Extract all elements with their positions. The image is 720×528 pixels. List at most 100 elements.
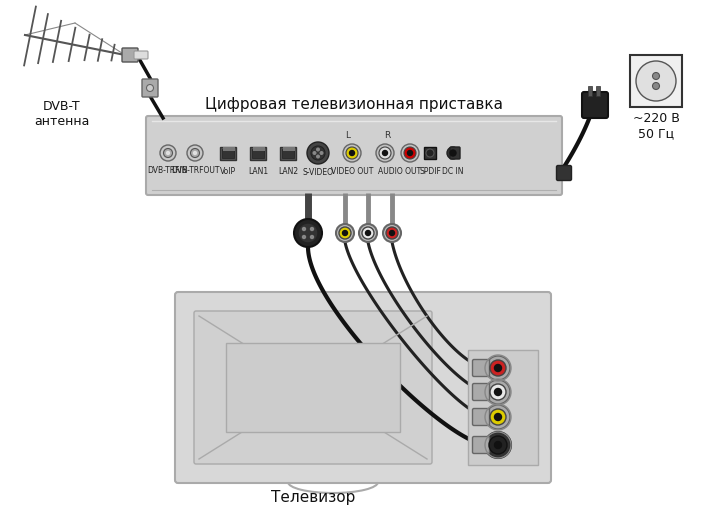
Circle shape [485,432,511,458]
FancyBboxPatch shape [122,48,138,62]
Circle shape [450,150,456,156]
FancyBboxPatch shape [142,79,158,97]
Circle shape [486,433,510,457]
Bar [292,146,294,150]
FancyBboxPatch shape [472,437,490,454]
Circle shape [313,152,316,154]
Bar [630,55,682,107]
Circle shape [447,147,459,159]
Text: Телевизор: Телевизор [271,490,355,505]
Bar [223,146,225,150]
Circle shape [636,61,676,101]
Bar [259,146,261,150]
Circle shape [298,223,318,243]
Circle shape [390,231,395,235]
Circle shape [317,155,319,158]
Circle shape [486,356,510,380]
Bar [596,86,600,96]
Circle shape [166,152,169,155]
Circle shape [307,142,329,164]
Circle shape [490,437,506,453]
Circle shape [302,235,305,239]
FancyBboxPatch shape [175,292,551,483]
FancyBboxPatch shape [194,311,432,464]
Circle shape [163,148,173,157]
Text: Цифровая телевизионная приставка: Цифровая телевизионная приставка [205,97,503,112]
Bar [220,146,236,159]
Circle shape [383,224,401,242]
Bar [283,146,286,150]
Bar [588,86,592,96]
Circle shape [310,228,313,231]
Bar [262,146,264,150]
Circle shape [343,231,348,235]
Text: DC IN: DC IN [442,167,464,176]
Circle shape [386,227,398,239]
Circle shape [379,147,391,159]
Circle shape [160,145,176,161]
Bar [226,343,400,432]
Circle shape [346,147,358,159]
Circle shape [343,144,361,162]
Bar [250,146,266,159]
Circle shape [401,144,419,162]
Circle shape [311,146,325,160]
Circle shape [294,219,322,247]
FancyBboxPatch shape [557,165,572,181]
Circle shape [302,228,305,231]
Circle shape [486,405,510,429]
Text: VoIP: VoIP [220,167,236,176]
Bar [252,148,264,157]
Circle shape [359,224,377,242]
FancyBboxPatch shape [472,360,490,376]
Text: DVB-T
антенна: DVB-T антенна [35,100,90,128]
Circle shape [187,145,203,161]
Bar [280,146,296,159]
Circle shape [404,147,416,159]
Circle shape [426,149,434,157]
FancyBboxPatch shape [146,116,562,195]
Bar [282,148,294,157]
FancyBboxPatch shape [472,409,490,426]
Circle shape [495,413,502,420]
Circle shape [146,84,153,91]
Text: VIDEO OUT: VIDEO OUT [330,167,373,176]
Bar [253,146,256,150]
Circle shape [652,82,660,90]
Bar [232,146,235,150]
FancyBboxPatch shape [450,147,460,159]
Circle shape [495,441,502,448]
Circle shape [310,235,313,239]
Bar [289,146,292,150]
Text: DVB-TRFOUT: DVB-TRFOUT [171,166,220,175]
Text: SPDIF: SPDIF [419,167,441,176]
Text: R: R [384,131,390,140]
Text: LAN1: LAN1 [248,167,268,176]
Circle shape [376,144,394,162]
Text: S-VIDEO: S-VIDEO [302,168,333,177]
Bar [226,146,228,150]
Text: ~220 В
50 Гц: ~220 В 50 Гц [633,112,680,140]
Text: L: L [346,131,351,140]
Circle shape [489,436,507,454]
Circle shape [320,152,323,154]
Bar [229,146,232,150]
Bar [468,350,538,465]
Circle shape [191,148,199,157]
Circle shape [366,231,371,235]
Bar [424,147,436,159]
Circle shape [490,384,506,400]
Bar [222,148,234,157]
Circle shape [486,380,510,404]
Bar [256,146,258,150]
Circle shape [349,150,354,156]
Circle shape [495,389,502,395]
Text: AUDIO OUT: AUDIO OUT [379,167,422,176]
Circle shape [408,150,413,156]
Circle shape [362,227,374,239]
Text: DVB-TRFIN: DVB-TRFIN [148,166,188,175]
Bar [286,146,289,150]
Circle shape [336,224,354,242]
Circle shape [317,148,319,151]
Circle shape [490,409,506,425]
